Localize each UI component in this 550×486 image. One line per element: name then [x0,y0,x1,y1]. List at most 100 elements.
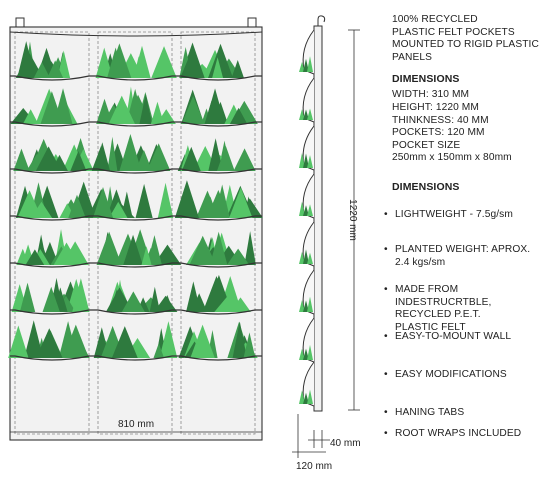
side-pocket-label: 120 mm [296,461,332,472]
bullet-icon: • [384,369,388,380]
leaf-shape [8,325,29,358]
leaf-shape [108,201,128,218]
leaf-shape [229,187,253,218]
plant-cluster [186,274,251,312]
pocket-edge [10,75,262,81]
side-leaf [307,296,313,312]
leaf-shape [123,234,143,265]
leaf-shape [111,326,138,358]
side-leaf [307,252,313,264]
leaf-shape [22,109,39,124]
side-leaf [299,201,305,216]
leaf-shape [181,95,205,124]
side-leaf [307,344,313,360]
feature-item: • EASY-TO-MOUNT WALL [384,331,548,344]
leaf-shape [47,60,64,78]
bullet-icon: • [384,284,388,295]
feature-line: HANING TABS [395,407,465,418]
plant-cluster [8,320,90,358]
plant-cluster [179,42,244,78]
bullet-icon: • [384,331,388,342]
features-heading: DIMENSIONS [392,180,460,193]
plant-cluster [91,133,171,171]
feature-line: EASY MODIFICATIONS [395,369,507,380]
leaf-shape [189,235,217,265]
leaf-shape [157,182,174,218]
side-leaf [299,299,305,312]
leaf-shape [135,183,153,218]
leaf-shape [208,138,223,171]
pocket-edge [10,215,262,221]
leaf-shape [230,297,251,312]
top-edge [9,31,263,37]
side-leaf [303,205,309,216]
side-leaf [307,108,313,120]
plant-cluster [16,229,89,265]
bullet-icon: • [384,209,388,220]
dimension-item: WIDTH: 310 MM [392,89,470,101]
feature-line: PLANTED WEIGHT: APROX. [395,244,531,255]
plant-cluster [105,279,178,312]
pocket-edge [10,121,262,127]
leaf-shape [135,149,153,171]
leaf-shape [159,321,178,358]
leaf-shape [196,190,219,218]
feature-item: • LIGHTWEIGHT - 7.5g/sm [384,209,548,222]
plant-cluster [177,138,256,171]
leaf-shape [57,50,71,78]
plant-cluster [87,182,174,218]
side-height-dimension [348,29,360,411]
side-leaf [303,249,309,264]
leaf-shape [53,242,80,265]
feature-line: RECYCLED P.E.T. [395,309,481,321]
leaf-shape [141,246,152,265]
pocket-edge [10,168,262,174]
leaf-shape [108,95,135,124]
leaf-shape [190,324,215,358]
side-leaf [307,155,313,168]
leaf-shape [216,145,235,171]
plant-cluster [174,180,263,218]
plant-rows [8,41,263,358]
side-hook-icon [317,15,326,26]
leaf-shape [181,146,201,171]
dimensions-list: WIDTH: 310 MM HEIGHT: 1220 MM THINKNESS:… [392,89,548,165]
leaf-shape [13,148,30,171]
intro-line: 100% RECYCLED [392,14,478,25]
leaf-shape [180,58,197,78]
feature-line: PLASTIC FELT [395,321,466,333]
dimension-item: POCKET SIZE [392,139,461,151]
feature-item: • PLANTED WEIGHT: APROX. 2.4 kgs/sm [384,244,548,269]
leaf-shape [42,286,60,312]
leaf-shape [140,203,151,218]
side-leaf [307,56,313,72]
front-width-label: 810 mm [118,419,154,430]
leaf-shape [150,101,165,124]
leaf-shape [212,57,224,78]
leaf-shape [232,321,247,358]
side-height-label: 1220 mm [347,199,358,241]
leaf-shape [62,324,89,358]
leaf-shape [212,101,229,124]
dimension-item: HEIGHT: 1220 MM [392,101,479,113]
side-panel [313,25,323,412]
side-leaf [299,152,305,168]
leaf-shape [35,146,62,171]
pocket-columns [14,31,256,435]
leaf-shape [30,201,53,218]
feature-item: • ROOT WRAPS INCLUDED [384,428,548,441]
side-leaf [299,109,305,120]
side-view [299,15,326,412]
plant-cluster [93,321,178,358]
leaf-shape [72,278,90,312]
feature-line: LIGHTWEIGHT - 7.5g/sm [395,209,513,220]
back-panel [9,26,263,441]
leaf-shape [94,142,111,171]
side-leaf [303,153,309,168]
leaf-shape [139,93,153,124]
leaf-shape [243,332,256,358]
side-leaf [303,300,309,312]
leaf-shape [231,60,244,78]
pocket-edge [10,262,262,268]
plant-cluster [15,181,96,218]
